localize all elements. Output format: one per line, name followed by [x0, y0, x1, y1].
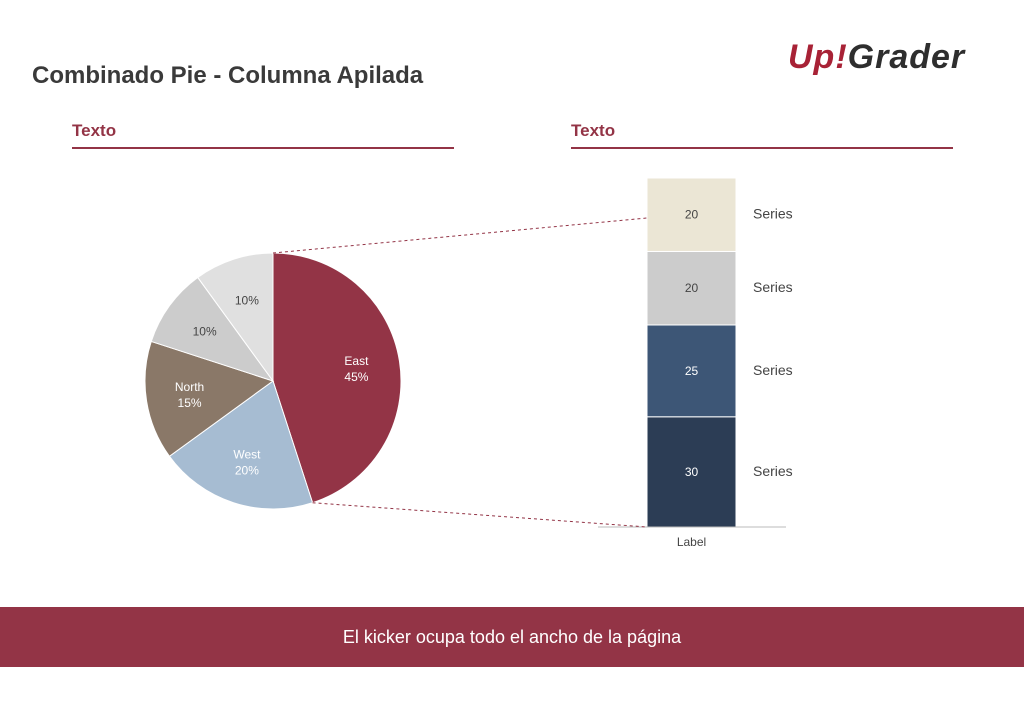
pie-slice-3: [150, 276, 275, 382]
pie-slice-value-3: 10%: [193, 324, 217, 338]
pie-slice-1: [168, 380, 314, 510]
logo-part-up: Up!: [788, 38, 848, 76]
pie-slice-0: [272, 252, 402, 504]
pie-slice-label-0: East: [344, 354, 369, 368]
stacked-segment-value-2: 20: [685, 281, 699, 295]
pie-slice-2: [144, 340, 275, 457]
pie-and-stacked-column-chart: East 45% West 20% North 15% 10% 10% 30 Series 25 Se…: [144, 177, 793, 549]
bar-category-label: Label: [677, 535, 706, 549]
stacked-segment-1: [646, 324, 737, 418]
right-section-header: Texto: [571, 121, 953, 149]
pie-slice-label-1: West: [233, 447, 261, 461]
stacked-segment-value-0: 30: [685, 465, 699, 479]
pie-slice-value-1: 20%: [235, 463, 259, 477]
pie-slice-value-2: 15%: [178, 396, 202, 410]
series-label-3: Series: [753, 206, 793, 222]
series-label-2: Series: [753, 279, 793, 295]
footer-kicker-band: El kicker ocupa todo el ancho de la pági…: [0, 607, 1024, 667]
series-label-0: Series: [753, 463, 793, 479]
pie-slice-4: [197, 252, 274, 383]
stacked-segment-value-1: 25: [685, 364, 699, 378]
stacked-segment-0: [646, 416, 737, 528]
left-section-header: Texto: [72, 121, 454, 149]
stacked-segment-2: [646, 250, 737, 326]
pie-slice-value-0: 45%: [344, 370, 368, 384]
footer-kicker-text: El kicker ocupa todo el ancho de la pági…: [342, 626, 682, 647]
logo-part-grader: Grader: [847, 38, 966, 76]
page-title: Combinado Pie - Columna Apilada: [32, 62, 424, 89]
series-label-1: Series: [753, 362, 793, 378]
brand-logo: Up!Grader: [788, 38, 965, 77]
pie-slice-label-2: North: [175, 380, 204, 394]
connector-line-bottom: [312, 502, 648, 528]
pie-slice-value-4: 10%: [235, 294, 259, 308]
stacked-segment-value-3: 20: [685, 208, 699, 222]
stacked-segment-3: [646, 177, 737, 252]
connector-line-top: [272, 217, 648, 254]
